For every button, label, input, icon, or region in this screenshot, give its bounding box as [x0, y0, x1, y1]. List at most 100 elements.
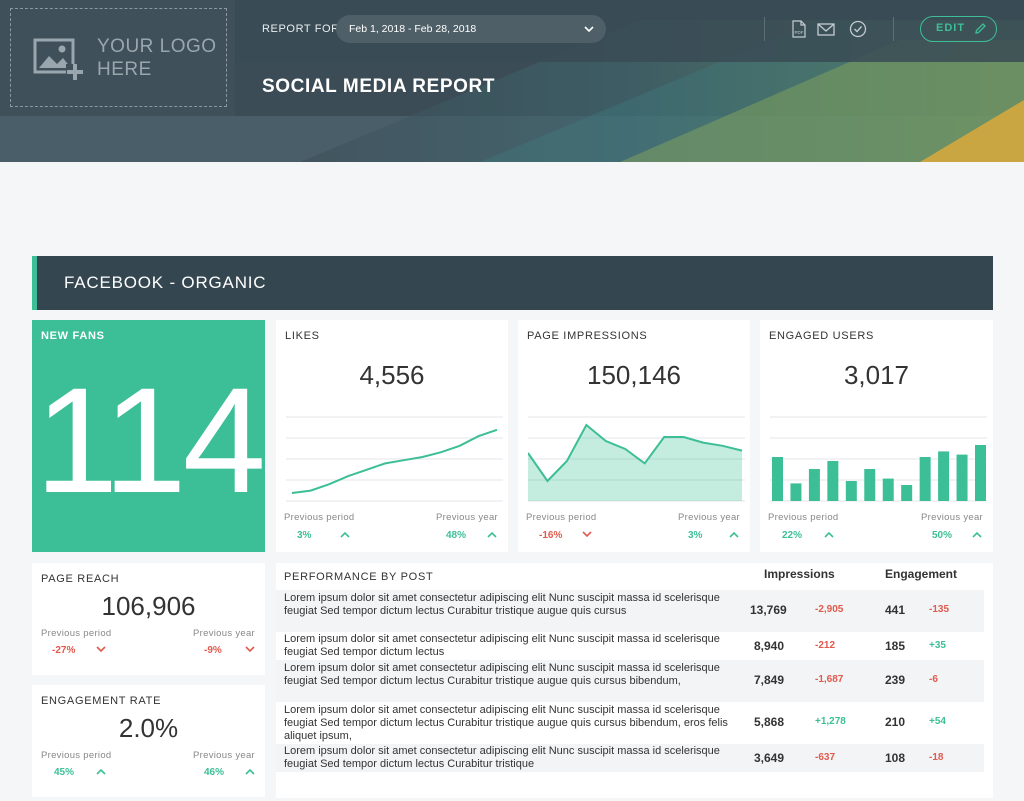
engagement-delta: +35 — [929, 640, 946, 651]
divider — [764, 17, 765, 41]
previous-period-value: -27% — [52, 645, 76, 656]
impressions-series-line — [528, 423, 743, 483]
engagement-delta: -6 — [929, 674, 938, 685]
engaged-users-bar — [919, 457, 931, 501]
post-text: Lorem ipsum dolor sit amet consectetur a… — [284, 704, 728, 742]
impressions-value: 7,849 — [754, 673, 785, 687]
impressions-delta: -637 — [815, 752, 836, 763]
add-image-icon — [33, 38, 84, 80]
likes-line-chart — [286, 416, 503, 502]
impressions-delta: -2,905 — [815, 604, 844, 615]
table-row: Lorem ipsum dolor sit amet consectetur a… — [276, 702, 984, 744]
post-text: Lorem ipsum dolor sit amet consectetur a… — [284, 592, 720, 617]
engaged-users-bar — [864, 469, 876, 501]
logo-placeholder[interactable]: YOUR LOGO HERE — [0, 0, 235, 116]
post-text: Lorem ipsum dolor sit amet consectetur a… — [284, 662, 720, 687]
date-range-select[interactable]: Feb 1, 2018 - Feb 28, 2018 — [336, 15, 606, 43]
previous-year-value: 3% — [688, 530, 703, 541]
previous-period-label: Previous period — [284, 512, 355, 523]
table-title: PERFORMANCE BY POST — [284, 571, 434, 583]
logo-text: YOUR LOGO HERE — [97, 35, 217, 81]
arrow-up-icon — [96, 768, 106, 775]
logo-text-line2: HERE — [97, 58, 152, 80]
logo-dashed-frame: YOUR LOGO HERE — [10, 8, 227, 107]
column-header-engagement: Engagement — [885, 567, 958, 581]
engagement-value: 108 — [885, 751, 906, 765]
previous-year-label: Previous year — [193, 628, 255, 639]
engaged-users-bar — [975, 445, 986, 501]
engagement-value: 185 — [885, 639, 906, 653]
arrow-down-icon — [245, 646, 255, 653]
engaged-users-bar — [808, 469, 820, 501]
card-likes: LIKES 4,556 Previous period Previous yea… — [276, 320, 508, 552]
card-label: PAGE IMPRESSIONS — [527, 330, 648, 342]
page-reach-value: 106,906 — [101, 591, 196, 621]
logo-text-line1: YOUR LOGO — [97, 35, 217, 57]
engagement-value: 239 — [885, 673, 906, 687]
post-text: Lorem ipsum dolor sit amet consectetur a… — [284, 745, 720, 770]
previous-year-label: Previous year — [193, 750, 255, 761]
section-header-facebook: FACEBOOK - ORGANIC — [32, 256, 993, 310]
previous-period-value: -16% — [539, 530, 563, 541]
previous-period-label: Previous period — [768, 512, 839, 523]
arrow-down-icon — [582, 531, 592, 538]
engagement-value: 210 — [885, 715, 906, 729]
arrow-up-icon — [245, 768, 255, 775]
previous-year-label: Previous year — [436, 512, 498, 523]
edit-button[interactable]: EDIT — [920, 16, 997, 42]
engaged-users-bar — [882, 478, 894, 501]
table-row: Lorem ipsum dolor sit amet consectetur a… — [276, 744, 984, 772]
card-page-reach: PAGE REACH 106,906 Previous period Previ… — [32, 563, 265, 675]
previous-period-label: Previous period — [41, 628, 112, 639]
card-label: LIKES — [285, 330, 320, 342]
previous-year-value: 50% — [932, 530, 953, 541]
engaged-users-bar — [938, 451, 950, 501]
impressions-delta: -1,687 — [815, 674, 844, 685]
engagement-delta: -18 — [929, 752, 944, 763]
previous-year-label: Previous year — [921, 512, 983, 523]
engagement-delta: -135 — [929, 604, 950, 615]
previous-period-value: 45% — [54, 767, 75, 778]
arrow-up-icon — [729, 531, 739, 538]
card-engaged-users: ENGAGED USERS 3,017 Previous period Prev… — [760, 320, 993, 552]
report-for-label: REPORT FOR — [262, 23, 340, 35]
card-label: PAGE REACH — [41, 573, 120, 585]
likes-series-line — [291, 428, 498, 494]
impressions-value: 13,769 — [750, 603, 787, 617]
previous-year-label: Previous year — [678, 512, 740, 523]
chevron-down-icon — [584, 26, 594, 33]
performance-by-post-table: PERFORMANCE BY POST Impressions Engageme… — [276, 563, 993, 798]
likes-value: 4,556 — [359, 360, 425, 390]
pencil-icon — [975, 23, 986, 34]
table-row: Lorem ipsum dolor sit amet consectetur a… — [276, 660, 984, 702]
engagement-rate-value: 2.0% — [118, 713, 179, 743]
engaged-users-bar-chart — [770, 416, 987, 502]
svg-text:PDF: PDF — [795, 30, 804, 35]
report-header: YOUR LOGO HERE REPORT FOR Feb 1, 2018 - … — [0, 0, 1024, 162]
check-circle-icon[interactable] — [848, 19, 868, 39]
page-title: SOCIAL MEDIA REPORT — [262, 76, 496, 97]
arrow-up-icon — [340, 531, 350, 538]
card-engagement-rate: ENGAGEMENT RATE 2.0% Previous period Pre… — [32, 685, 265, 797]
previous-year-value: 46% — [204, 767, 225, 778]
impressions-value: 8,940 — [754, 639, 785, 653]
engaged-users-bar — [772, 457, 783, 501]
impressions-area-chart — [528, 416, 745, 502]
engaged-users-bar — [827, 461, 839, 501]
engaged-users-bar — [790, 483, 802, 501]
card-label: ENGAGED USERS — [769, 330, 875, 342]
arrow-down-icon — [96, 646, 106, 653]
arrow-up-icon — [972, 531, 982, 538]
table-row: Lorem ipsum dolor sit amet consectetur a… — [276, 632, 984, 660]
previous-period-label: Previous period — [41, 750, 112, 761]
arrow-up-icon — [487, 531, 497, 538]
engagement-value: 441 — [885, 603, 906, 617]
pdf-icon[interactable]: PDF — [789, 19, 809, 39]
edit-button-label: EDIT — [936, 22, 966, 34]
divider — [893, 17, 894, 41]
card-new-fans: NEW FANS 114 — [32, 320, 266, 552]
post-text: Lorem ipsum dolor sit amet consectetur a… — [284, 633, 720, 658]
email-icon[interactable] — [816, 19, 836, 39]
impressions-value: 150,146 — [587, 360, 681, 390]
arrow-up-icon — [824, 531, 834, 538]
